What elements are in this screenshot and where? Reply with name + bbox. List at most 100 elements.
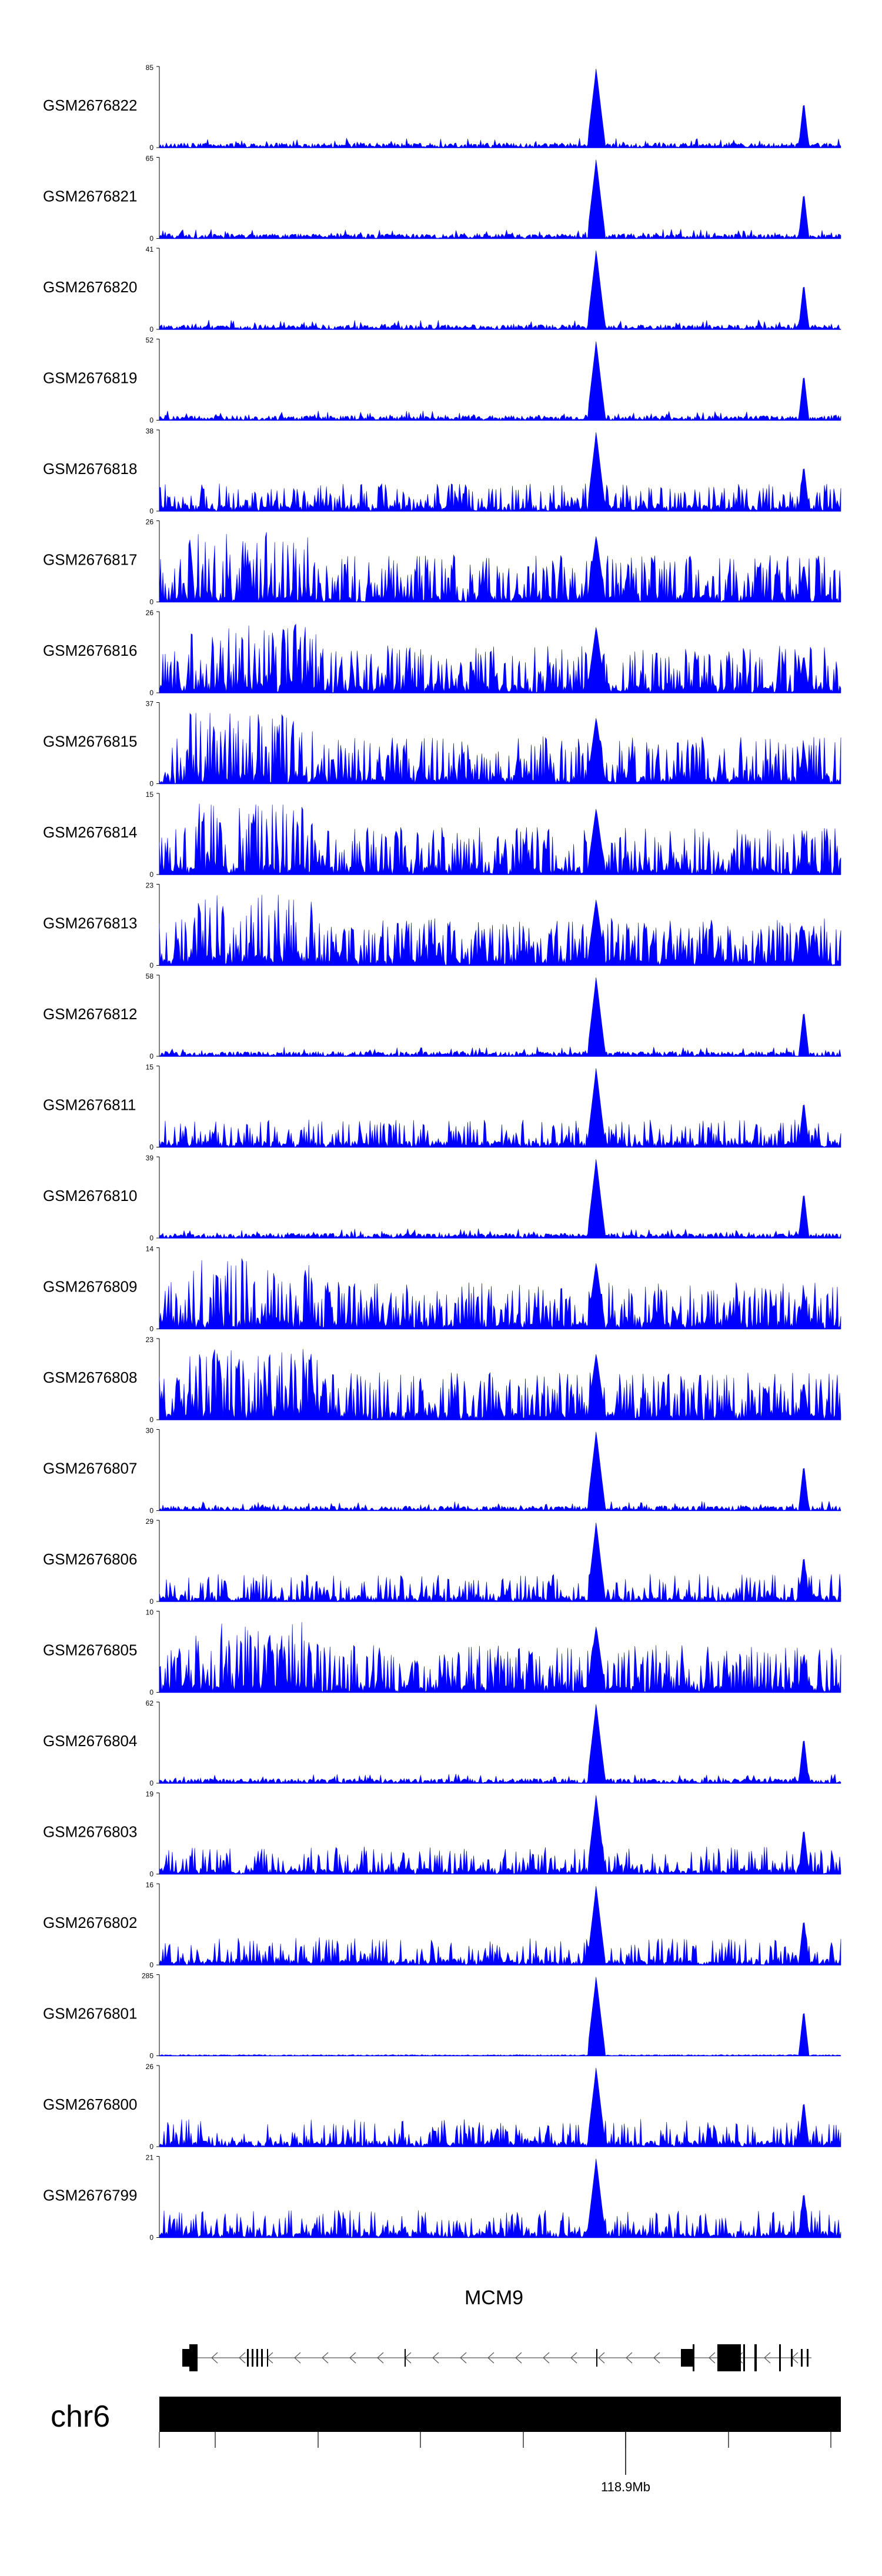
- exon: [717, 2344, 741, 2371]
- y-min-tick-label: 0: [149, 689, 153, 697]
- y-min-tick-label: 0: [149, 1052, 153, 1060]
- track-label: GSM2676799: [43, 2187, 137, 2204]
- exon: [779, 2344, 781, 2371]
- y-max-tick-label: 62: [146, 1699, 154, 1707]
- coverage-area: [159, 1886, 841, 1966]
- y-min-tick-label: 0: [149, 144, 153, 152]
- track-label: GSM2676816: [43, 642, 137, 659]
- track-GSM2676804: GSM2676804 62 0: [43, 1699, 841, 1787]
- exon: [189, 2344, 198, 2371]
- track-label: GSM2676821: [43, 188, 137, 205]
- y-min-tick-label: 0: [149, 1597, 153, 1606]
- track-label: GSM2676810: [43, 1187, 137, 1204]
- track-label: GSM2676800: [43, 2095, 137, 2113]
- exon: [743, 2344, 745, 2371]
- y-min-tick-label: 0: [149, 1325, 153, 1333]
- y-min-tick-label: 0: [149, 1234, 153, 1242]
- strand-arrow-icon: [349, 2352, 356, 2364]
- strand-arrow-icon: [294, 2352, 301, 2364]
- track-label: GSM2676804: [43, 1732, 137, 1750]
- y-max-tick-label: 23: [146, 1336, 154, 1344]
- track-GSM2676812: GSM2676812 58 0: [43, 972, 841, 1060]
- y-min-tick-label: 0: [149, 1961, 153, 1969]
- coverage-area: [159, 895, 841, 966]
- coverage-area: [159, 1704, 841, 1784]
- track-label: GSM2676818: [43, 460, 137, 478]
- strand-arrow-icon: [570, 2352, 577, 2364]
- y-min-tick-label: 0: [149, 1870, 153, 1878]
- strand-arrow-icon: [598, 2352, 605, 2364]
- track-label: GSM2676807: [43, 1460, 137, 1477]
- exon: [681, 2349, 694, 2367]
- track-GSM2676807: GSM2676807 30 0: [43, 1427, 841, 1515]
- track-GSM2676818: GSM2676818 38 0: [43, 427, 841, 515]
- y-min-tick-label: 0: [149, 1689, 153, 1697]
- track-label: GSM2676819: [43, 369, 137, 387]
- strand-arrow-icon: [626, 2352, 633, 2364]
- track-GSM2676800: GSM2676800 26 0: [43, 2063, 841, 2151]
- strand-arrow-icon: [515, 2352, 522, 2364]
- track-label: GSM2676812: [43, 1005, 137, 1023]
- strand-arrow-icon: [432, 2352, 439, 2364]
- exon: [252, 2349, 253, 2367]
- y-min-tick-label: 0: [149, 962, 153, 970]
- coverage-area: [159, 1432, 841, 1511]
- y-max-tick-label: 23: [146, 882, 154, 890]
- exon: [807, 2349, 808, 2367]
- coverage-area: [159, 159, 841, 239]
- chromosome-bar: [159, 2397, 841, 2432]
- y-min-tick-label: 0: [149, 1779, 153, 1787]
- y-max-tick-label: 26: [146, 518, 154, 526]
- strand-arrow-icon: [653, 2352, 660, 2364]
- strand-arrow-icon: [764, 2352, 771, 2364]
- exon: [791, 2349, 793, 2367]
- y-max-tick-label: 14: [146, 1245, 154, 1253]
- y-max-tick-label: 19: [146, 1790, 154, 1798]
- track-GSM2676809: GSM2676809 14 0: [43, 1245, 841, 1333]
- y-max-tick-label: 15: [146, 1063, 154, 1072]
- strand-arrow-icon: [322, 2352, 329, 2364]
- y-min-tick-label: 0: [149, 598, 153, 606]
- track-label: GSM2676803: [43, 1823, 137, 1841]
- track-GSM2676801: GSM2676801 285 0: [43, 1972, 841, 2060]
- track-GSM2676817: GSM2676817 26 0: [43, 518, 841, 606]
- y-max-tick-label: 41: [146, 245, 154, 253]
- coverage-area: [159, 1522, 841, 1603]
- track-GSM2676821: GSM2676821 65 0: [43, 155, 841, 243]
- y-max-tick-label: 52: [146, 336, 154, 345]
- chromosome-ideogram: chr6 118.9Mb: [51, 2397, 841, 2494]
- exon: [754, 2344, 757, 2371]
- track-GSM2676806: GSM2676806 29 0: [43, 1517, 841, 1606]
- coverage-area: [159, 1349, 841, 1420]
- coverage-area: [159, 1068, 841, 1148]
- coverage-area: [159, 68, 841, 148]
- strand-arrow-icon: [377, 2352, 384, 2364]
- track-label: GSM2676811: [43, 1096, 136, 1114]
- strand-arrow-icon: [709, 2352, 716, 2364]
- y-max-tick-label: 29: [146, 1517, 154, 1526]
- exon: [801, 2349, 803, 2367]
- track-GSM2676814: GSM2676814 15 0: [43, 790, 841, 879]
- coverage-area: [159, 250, 841, 331]
- strand-arrow-icon: [543, 2352, 550, 2364]
- exon: [693, 2344, 694, 2371]
- y-max-tick-label: 58: [146, 972, 154, 980]
- track-GSM2676811: GSM2676811 15 0: [43, 1063, 841, 1152]
- y-max-tick-label: 26: [146, 2063, 154, 2071]
- gene-name-label: MCM9: [465, 2287, 523, 2309]
- y-min-tick-label: 0: [149, 325, 153, 333]
- y-min-tick-label: 0: [149, 2143, 153, 2151]
- coverage-area: [159, 341, 841, 421]
- track-label: GSM2676801: [43, 2005, 137, 2023]
- gene-annotation: MCM9: [182, 2287, 811, 2371]
- track-label: GSM2676822: [43, 96, 137, 114]
- track-label: GSM2676813: [43, 915, 137, 932]
- exon: [247, 2349, 249, 2367]
- y-min-tick-label: 0: [149, 2234, 153, 2242]
- exon: [256, 2349, 258, 2367]
- gene-model: [182, 2344, 811, 2371]
- y-max-tick-label: 285: [142, 1972, 153, 1980]
- coverage-area: [159, 623, 841, 693]
- track-GSM2676802: GSM2676802 16 0: [43, 1881, 841, 1969]
- coverage-area: [159, 803, 841, 875]
